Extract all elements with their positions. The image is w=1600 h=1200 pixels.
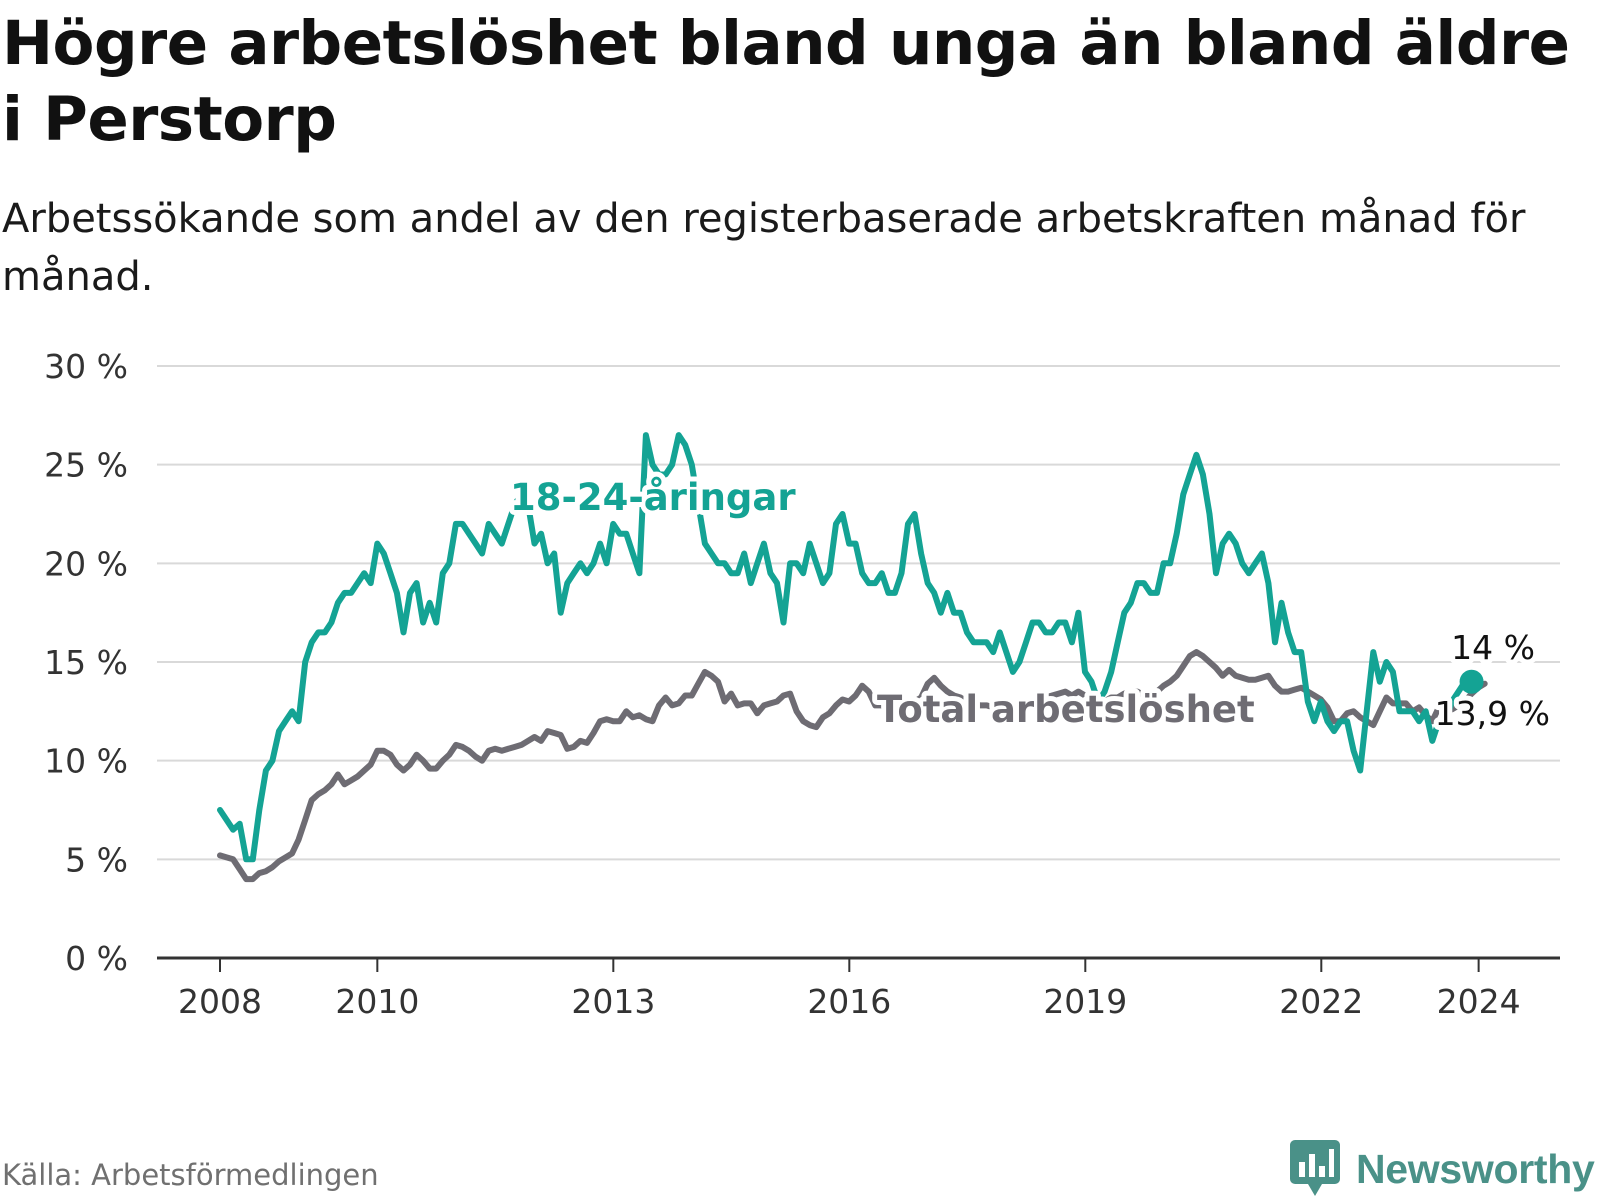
y-tick-label: 30 % xyxy=(44,347,128,386)
y-tick-label: 5 % xyxy=(65,840,128,879)
x-tick-label: 2019 xyxy=(1043,982,1127,1021)
newsworthy-logo[interactable]: Newsworthy xyxy=(1290,1140,1595,1198)
x-tick-label: 2022 xyxy=(1279,982,1363,1021)
y-tick-label: 0 % xyxy=(65,939,128,978)
chart-title: Högre arbetslöshet bland unga än bland ä… xyxy=(2,8,1570,155)
total-last-value-label: 13,9 % xyxy=(1435,694,1550,733)
gridlines xyxy=(157,365,1560,861)
newsworthy-logo-text: Newsworthy xyxy=(1356,1145,1595,1192)
series-line-youth xyxy=(217,432,1475,863)
y-tick-label: 25 % xyxy=(44,446,128,485)
total-series-label: Total arbetslöshet xyxy=(877,688,1255,731)
youth-last-value-label-halo: 14 % xyxy=(1451,628,1535,667)
y-tick-label: 10 % xyxy=(44,742,128,781)
total-series-label-halo: Total arbetslöshet xyxy=(877,688,1255,731)
y-tick-label: 20 % xyxy=(44,544,128,583)
youth-series-label: 18-24-åringar xyxy=(510,476,796,519)
y-tick-label: 15 % xyxy=(44,643,128,682)
x-tick-label: 2016 xyxy=(807,982,891,1021)
x-tick-label: 2013 xyxy=(571,982,655,1021)
series-line-total xyxy=(217,649,1488,883)
series-lines xyxy=(217,432,1488,883)
youth-endpoint-marker xyxy=(1459,669,1484,694)
y-axis-ticks: 0 % 5 % 10 % 15 % 20 % 25 % 30 % xyxy=(44,347,128,978)
source-note: Källa: Arbetsförmedlingen xyxy=(2,1158,379,1192)
chart-subtitle: Arbetssökande som andel av den registerb… xyxy=(2,196,1526,300)
total-last-value-label-halo: 13,9 % xyxy=(1435,694,1550,733)
x-tick-label: 2010 xyxy=(335,982,419,1021)
newsworthy-logo-icon xyxy=(1290,1140,1340,1196)
x-tick-label: 2024 xyxy=(1437,982,1521,1021)
youth-series-label-halo: 18-24-åringar xyxy=(510,476,796,519)
x-axis: 2008 2010 2013 2016 2019 2022 2024 xyxy=(157,956,1560,1021)
x-tick-label: 2008 xyxy=(178,982,262,1021)
youth-last-value-label: 14 % xyxy=(1451,628,1535,667)
